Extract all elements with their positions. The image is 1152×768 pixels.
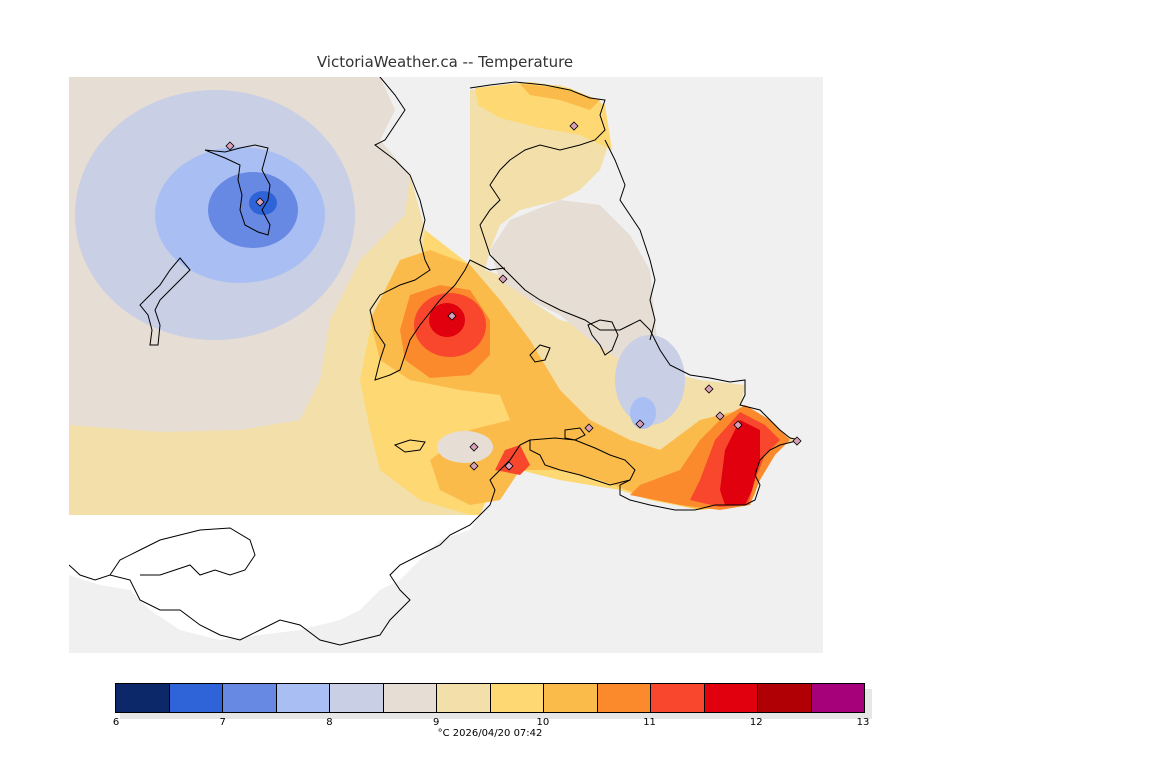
temperature-field: [69, 77, 800, 515]
coast-island-south-small: [393, 439, 426, 453]
field-se-115: [720, 420, 760, 505]
colorbar-swatch: [437, 684, 491, 712]
field-center-115: [429, 303, 465, 337]
field-cool-pocket: [437, 431, 493, 463]
station-marker[interactable]: [733, 420, 743, 430]
map-title: VictoriaWeather.ca -- Temperature: [316, 53, 574, 71]
station-marker[interactable]: [255, 197, 265, 207]
coast-island-east: [587, 319, 619, 356]
coast-north-peninsula: [469, 81, 801, 511]
colorbar: [115, 683, 865, 713]
station-marker[interactable]: [704, 384, 714, 394]
coast-south-strip: [529, 437, 636, 486]
station-marker[interactable]: [225, 141, 235, 151]
colorbar-tick-label: 8: [326, 717, 333, 728]
coast-south-bay: [479, 439, 531, 516]
station-marker[interactable]: [569, 121, 579, 131]
station-marker[interactable]: [447, 311, 457, 321]
colorbar-swatch: [276, 684, 330, 712]
colorbar-swatch: [597, 684, 651, 712]
station-marker[interactable]: [504, 461, 514, 471]
colorbar-swatch: [490, 684, 544, 712]
colorbar-swatch: [116, 684, 170, 712]
coast-island-center: [529, 344, 551, 363]
colorbar-tick-label: 7: [219, 717, 226, 728]
field-north-10: [520, 84, 600, 110]
station-marker[interactable]: [584, 423, 594, 433]
coast-southern-land: [69, 514, 481, 646]
station-marker[interactable]: [635, 419, 645, 429]
field-east-cool-2: [630, 397, 656, 429]
colorbar-swatch: [811, 684, 864, 712]
coastlines: [69, 77, 801, 646]
colorbar-swatch: [223, 684, 277, 712]
field-north-89: [490, 200, 660, 370]
coast-mainland-west: [369, 77, 506, 381]
station-marker[interactable]: [715, 411, 725, 421]
colorbar-tick-label: 13: [856, 717, 870, 728]
coast-island-west-2: [139, 257, 191, 346]
field-south-11: [495, 445, 530, 475]
coast-island-south-2: [564, 427, 586, 441]
station-marker[interactable]: [498, 274, 508, 284]
colorbar-caption: °C 2026/04/20 07:42: [437, 728, 543, 739]
colorbar-tick-label: 11: [643, 717, 656, 728]
coast-east-upper: [604, 139, 656, 341]
colorbar-tick-label: 9: [432, 717, 440, 728]
colorbar-tick-label: 12: [749, 717, 763, 728]
colorbar-swatch: [758, 684, 812, 712]
colorbar-swatch: [544, 684, 598, 712]
station-markers: [225, 121, 802, 471]
station-marker[interactable]: [792, 436, 802, 446]
colorbar-swatch: [704, 684, 758, 712]
colorbar-swatch: [169, 684, 223, 712]
colorbar-tick-label: 10: [536, 717, 550, 728]
colorbar-swatch: [383, 684, 437, 712]
coast-island-west-1: [204, 144, 271, 236]
colorbar-swatch: [651, 684, 705, 712]
colorbar-tick-label: 6: [112, 717, 120, 728]
station-marker[interactable]: [469, 442, 479, 452]
station-marker[interactable]: [469, 461, 479, 471]
colorbar-swatch: [330, 684, 384, 712]
coast-southern-land-north: [109, 527, 256, 576]
field-east-cool: [615, 335, 685, 425]
southern-land: [69, 515, 480, 640]
